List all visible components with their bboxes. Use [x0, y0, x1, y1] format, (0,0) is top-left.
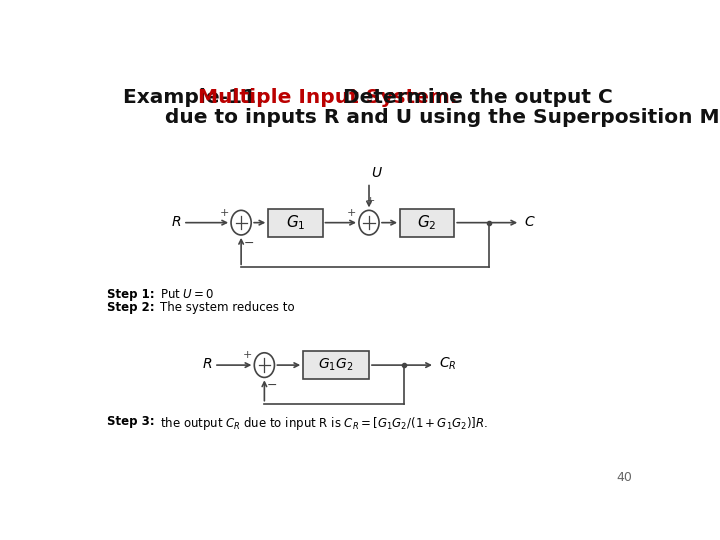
Text: due to inputs R and U using the Superposition Method.: due to inputs R and U using the Superpos…: [165, 108, 720, 127]
FancyBboxPatch shape: [269, 209, 323, 237]
Text: $C_R$: $C_R$: [438, 355, 456, 372]
Text: Multiple Input System.: Multiple Input System.: [198, 88, 457, 107]
Text: +: +: [366, 197, 375, 206]
Text: Determine the output C: Determine the output C: [336, 88, 613, 107]
Text: 40: 40: [616, 470, 632, 484]
Text: $R$: $R$: [171, 215, 181, 229]
Text: +: +: [243, 350, 252, 360]
Text: Step 3:: Step 3:: [107, 415, 155, 428]
Text: the output $C_R$ due to input R is $C_R = [G_1G_2/(1 + G_1G_2)]R.$: the output $C_R$ due to input R is $C_R …: [160, 415, 488, 432]
Text: $R$: $R$: [202, 357, 212, 372]
Text: $C$: $C$: [524, 215, 536, 229]
Text: Example-11:: Example-11:: [122, 88, 271, 107]
FancyBboxPatch shape: [400, 209, 454, 237]
Text: The system reduces to: The system reduces to: [160, 301, 294, 314]
Text: −: −: [266, 379, 277, 392]
Text: Step 2:: Step 2:: [107, 301, 155, 314]
Text: $G_1G_2$: $G_1G_2$: [318, 357, 354, 373]
Text: Step 1:: Step 1:: [107, 288, 155, 301]
FancyBboxPatch shape: [303, 351, 369, 379]
Text: $U$: $U$: [372, 166, 383, 179]
Text: +: +: [347, 208, 356, 218]
Text: $G_2$: $G_2$: [418, 213, 437, 232]
Text: +: +: [220, 208, 229, 218]
Text: −: −: [243, 237, 254, 249]
Text: $G_1$: $G_1$: [286, 213, 305, 232]
Text: Put $U = 0$: Put $U = 0$: [160, 288, 215, 301]
